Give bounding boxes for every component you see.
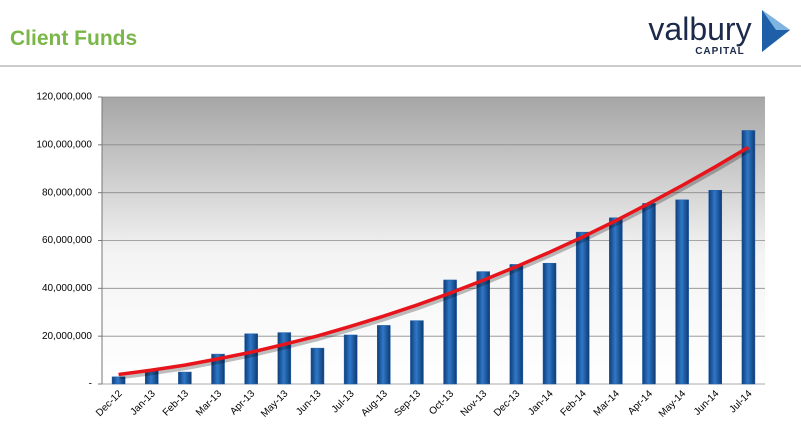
logo-icon — [762, 10, 790, 30]
bar — [509, 264, 524, 385]
bar — [575, 231, 590, 385]
logo: valbury — [648, 11, 751, 47]
x-tick-label: Feb-13 — [161, 388, 191, 418]
x-tick-label: Oct-13 — [427, 388, 456, 417]
x-tick-label: Sep-13 — [392, 388, 423, 419]
y-tick-label: 120,000,000 — [36, 92, 92, 103]
bar — [675, 199, 689, 385]
bar — [111, 376, 126, 385]
bar — [343, 334, 358, 385]
y-tick-label: 100,000,000 — [36, 139, 92, 150]
y-tick-label: - — [89, 379, 92, 390]
x-tick-label: Dec-13 — [492, 388, 523, 419]
bar — [443, 279, 457, 385]
x-tick-label: Jan-14 — [526, 388, 556, 418]
x-tick-label: Jun-14 — [692, 388, 722, 418]
x-tick-label: Mar-13 — [194, 388, 224, 418]
bar — [244, 333, 258, 385]
bar — [277, 332, 292, 385]
bar — [476, 271, 490, 385]
y-tick-label: 60,000,000 — [42, 235, 92, 246]
logo-icon — [762, 10, 790, 52]
bar — [377, 325, 391, 385]
bar — [741, 130, 756, 385]
bar — [708, 190, 723, 385]
x-tick-label: Dec-12 — [94, 388, 125, 419]
bar — [310, 347, 325, 385]
page-title: Client Funds — [10, 27, 137, 50]
y-tick-label: 20,000,000 — [42, 331, 92, 342]
y-tick-label: 80,000,000 — [42, 187, 92, 198]
x-tick-label: Jun-13 — [294, 388, 324, 418]
trend-shadow — [119, 148, 751, 380]
x-tick-label: May-13 — [259, 388, 291, 420]
bar — [410, 320, 424, 385]
x-tick-label: Apr-14 — [626, 388, 655, 417]
bar — [211, 353, 225, 385]
trendline — [118, 145, 750, 377]
x-tick-label: Jan-13 — [128, 388, 158, 418]
bar — [642, 203, 656, 385]
y-tick-label: 40,000,000 — [42, 283, 92, 294]
x-tick-label: Aug-13 — [359, 388, 390, 419]
bar — [542, 262, 557, 385]
x-tick-label: Jul-14 — [727, 388, 754, 415]
x-tick-label: Jul-13 — [330, 388, 357, 415]
x-tick-label: May-14 — [657, 388, 689, 420]
x-tick-label: Feb-14 — [559, 388, 589, 418]
x-tick-label: Nov-13 — [459, 388, 490, 419]
logo-sub: CAPITAL — [695, 46, 745, 57]
bar — [178, 371, 192, 385]
x-tick-label: Apr-13 — [228, 388, 257, 417]
bar — [609, 217, 623, 385]
x-tick-label: Mar-14 — [592, 388, 622, 418]
